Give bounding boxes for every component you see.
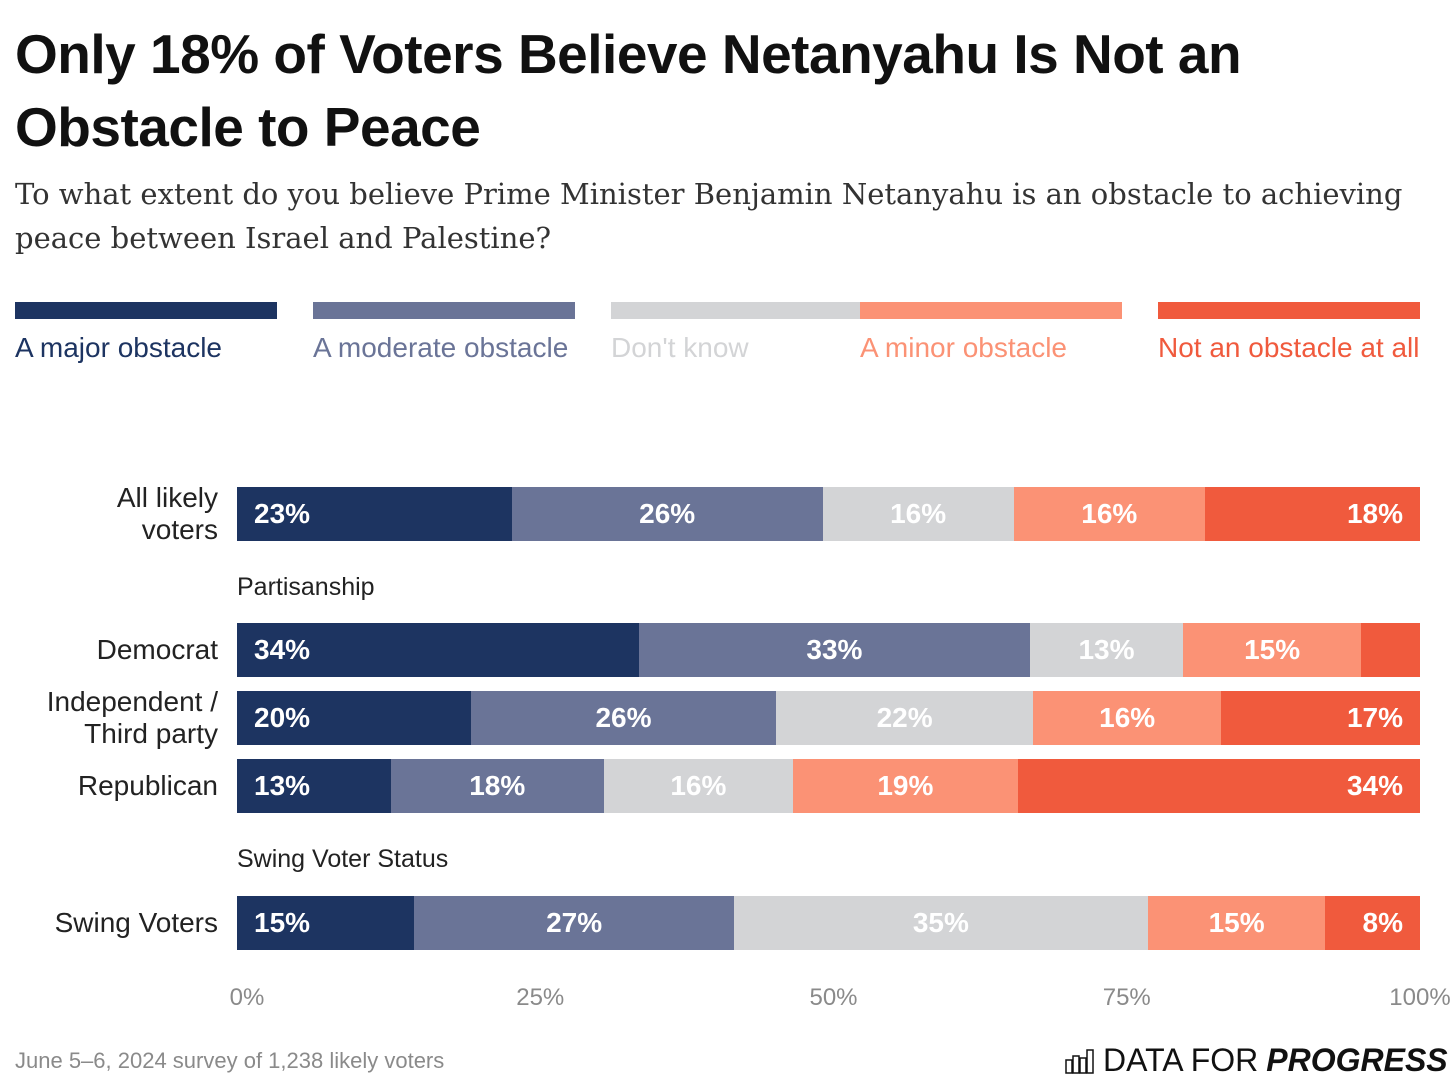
data-label: 15%: [254, 907, 311, 938]
row-label: Republican: [77, 770, 218, 801]
data-label: 13%: [1078, 634, 1135, 665]
x-tick-label: 0%: [229, 984, 265, 1011]
legend-label: Not an obstacle at all: [1158, 332, 1420, 363]
legend-item: Not an obstacle at all: [1158, 302, 1420, 367]
legend-swatch: [1158, 302, 1420, 319]
x-tick-label: 50%: [809, 984, 858, 1011]
data-label: 27%: [546, 907, 603, 938]
row-label: All likely voters: [116, 482, 218, 545]
x-tick-label: 75%: [1102, 984, 1151, 1011]
legend-label: A moderate obstacle: [313, 332, 569, 363]
bar-segment: 16%: [1013, 487, 1205, 541]
legend-swatch: [15, 302, 277, 319]
legend-label: Don't know: [611, 332, 749, 363]
legend-item: A minor obstacle: [860, 302, 1122, 367]
bar-chart-logo-icon: [1065, 1048, 1094, 1074]
data-label: 18%: [469, 770, 526, 801]
data-label: 16%: [670, 770, 727, 801]
bar-segment: 15%: [1183, 623, 1361, 677]
row-label: Independent / Third party: [46, 686, 218, 749]
bar-segment: 19%: [793, 759, 1018, 813]
bar-segment: 13%: [1029, 623, 1184, 677]
bar-segment: 23%: [237, 487, 512, 541]
bar-segment: 8%: [1325, 896, 1420, 950]
chart-subtitle: To what extent do you believe Prime Mini…: [15, 177, 1403, 255]
bar-segment: 16%: [603, 759, 793, 813]
chart-title: Only 18% of Voters Believe Netanyahu Is …: [15, 23, 1242, 158]
legend-item: A major obstacle: [15, 302, 277, 367]
data-label: 33%: [806, 634, 863, 665]
legend-item: A moderate obstacle: [313, 302, 575, 367]
x-tick-label: 100%: [1389, 984, 1451, 1011]
bar-segment: 33%: [639, 623, 1030, 677]
data-label: 35%: [912, 907, 969, 938]
bar-segment: 20%: [237, 691, 472, 745]
data-label: 18%: [1346, 498, 1403, 529]
data-label: 19%: [877, 770, 934, 801]
logo: DATA FOR PROGRESS: [1065, 1042, 1448, 1079]
data-label: 15%: [1208, 907, 1265, 938]
bar-segment: 18%: [1204, 487, 1420, 541]
data-label: 23%: [254, 498, 311, 529]
section-label-partisanship: Partisanship: [237, 573, 375, 601]
x-tick-label: 25%: [516, 984, 565, 1011]
bar-segment: 15%: [1147, 896, 1326, 950]
row-label: Democrat: [96, 634, 218, 665]
bar-segment: 27%: [414, 896, 734, 950]
data-label: 16%: [1099, 702, 1156, 733]
legend-swatch: [860, 302, 1122, 319]
row-label: Swing Voters: [54, 907, 218, 938]
bar-segment: 26%: [511, 487, 823, 541]
data-label: 34%: [254, 634, 311, 665]
bar-segment: 26%: [471, 691, 776, 745]
bar-segment: 34%: [1017, 759, 1420, 813]
bar-segment: 34%: [237, 623, 640, 677]
legend-label: A major obstacle: [15, 332, 222, 363]
bar-segment: 16%: [822, 487, 1014, 541]
data-label: 13%: [254, 770, 311, 801]
data-label: 22%: [876, 702, 933, 733]
data-label: 16%: [1081, 498, 1138, 529]
data-label: 20%: [254, 702, 311, 733]
bar-segment: [1360, 623, 1420, 677]
data-label: 16%: [890, 498, 947, 529]
data-label: 15%: [1244, 634, 1301, 665]
legend-swatch: [611, 302, 873, 319]
bar-segment: 17%: [1220, 691, 1420, 745]
data-label: 26%: [595, 702, 652, 733]
data-label: 17%: [1346, 702, 1403, 733]
legend-swatch: [313, 302, 575, 319]
data-label: 8%: [1362, 907, 1403, 938]
bar-segment: 15%: [237, 896, 415, 950]
bar-segment: 13%: [237, 759, 391, 813]
bar-segment: 35%: [733, 896, 1148, 950]
bar-segment: 18%: [390, 759, 604, 813]
legend-item: Don't know: [611, 302, 873, 367]
data-label: 34%: [1346, 770, 1403, 801]
footer-note: June 5–6, 2024 survey of 1,238 likely vo…: [15, 1048, 445, 1073]
bar-segment: 22%: [775, 691, 1034, 745]
section-label-swing: Swing Voter Status: [237, 845, 449, 873]
legend-label: A minor obstacle: [860, 332, 1067, 363]
logo-text-light: DATA FOR: [1103, 1042, 1259, 1078]
bar-segment: 16%: [1033, 691, 1221, 745]
data-label: 26%: [639, 498, 696, 529]
logo-text-bold: PROGRESS: [1266, 1042, 1448, 1078]
